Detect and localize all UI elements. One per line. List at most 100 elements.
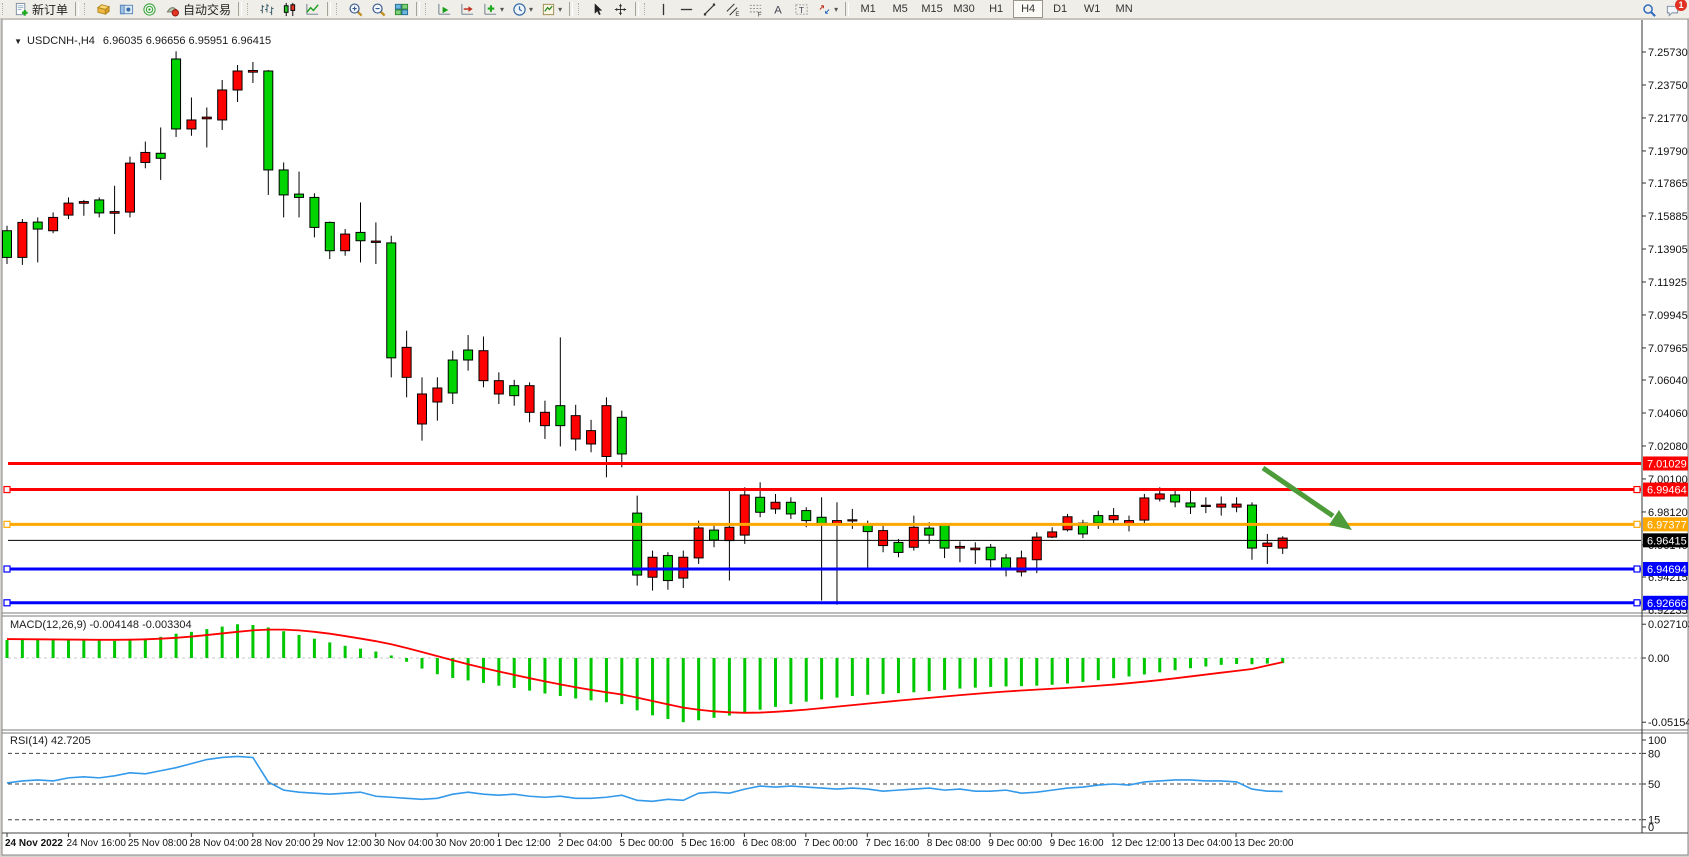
candle-body: [478, 350, 489, 382]
svg-text:A: A: [774, 4, 782, 16]
candle-body: [32, 221, 43, 230]
autotrading-button[interactable]: 自动交易: [162, 0, 234, 18]
macd-histogram-bar: [451, 658, 455, 678]
line-chart-button[interactable]: [302, 0, 323, 18]
candle-body: [1277, 537, 1288, 549]
price-axis-label: 7.06040: [1648, 375, 1688, 387]
timeframe-m30-button[interactable]: M30: [953, 3, 975, 15]
macd-histogram-bar: [1081, 658, 1085, 682]
auto-scroll-button[interactable]: [434, 0, 455, 18]
price-axis-label: 7.02080: [1648, 441, 1688, 453]
candle-body: [48, 216, 59, 232]
candle-body: [801, 510, 812, 522]
line-handle[interactable]: [1633, 599, 1641, 607]
macd-histogram-bar: [712, 658, 716, 718]
timeframe-h1-button[interactable]: H1: [989, 3, 1004, 15]
macd-histogram-bar: [1112, 658, 1116, 679]
price-tag-box: [1643, 562, 1688, 577]
trend-arrow-annotation[interactable]: [1261, 465, 1352, 530]
timeframe-w1-button[interactable]: W1: [1083, 3, 1101, 15]
navigator-button[interactable]: [116, 0, 137, 18]
macd-histogram-bar: [574, 658, 578, 699]
line-handle[interactable]: [1633, 520, 1641, 528]
line-handle[interactable]: [1633, 565, 1641, 573]
macd-histogram-bar: [743, 658, 747, 713]
trendline-button[interactable]: [699, 0, 720, 18]
timeframe-m15-button[interactable]: M15: [921, 3, 943, 15]
price-tag-label: 6.92666: [1647, 598, 1687, 610]
macd-histogram-bar: [251, 624, 255, 658]
chart-shift-button[interactable]: [457, 0, 478, 18]
macd-indicator-label: MACD(12,26,9) -0.004148 -0.003304: [10, 619, 192, 631]
text-button[interactable]: A: [768, 0, 789, 18]
vertical-line-button[interactable]: [653, 0, 674, 18]
timeframe-d1-button[interactable]: D1: [1053, 3, 1068, 15]
text-label-button[interactable]: T: [791, 0, 812, 18]
macd-histogram-bar: [51, 639, 55, 658]
candle-body: [340, 233, 351, 252]
channel-button[interactable]: E: [722, 0, 743, 18]
zoom-out-button[interactable]: [368, 0, 389, 18]
toolbar-group: ▾ ▾ ▾: [423, 0, 566, 18]
price-tag: 6.99464: [1643, 482, 1688, 497]
timeframe-h4-button[interactable]: H4: [1013, 0, 1044, 18]
timeframe-m5-button[interactable]: M5: [892, 3, 908, 15]
price-axis-label: 7.21770: [1648, 113, 1688, 125]
time-axis[interactable]: 24 Nov 2022 24 Nov 16:00 25 Nov 08:00 28 No…: [5, 833, 1294, 849]
market-watch-button[interactable]: [93, 0, 114, 18]
fibonacci-button[interactable]: F: [745, 0, 766, 18]
price-tag-box: [1643, 517, 1688, 532]
price-axis[interactable]: 7.25730 7.23750 7.21770 7.19790 7.17865 7.158…: [1641, 20, 1689, 834]
candle-body: [616, 416, 627, 455]
candlestick-chart-button[interactable]: [279, 0, 300, 18]
zoom-in-button[interactable]: [345, 0, 366, 18]
hline-objects: [3, 461, 1641, 607]
macd-histogram-bar: [1250, 658, 1254, 665]
crosshair-button[interactable]: [610, 0, 631, 18]
candle-body: [1139, 497, 1150, 521]
line-handle[interactable]: [3, 565, 11, 573]
data-window-button[interactable]: [139, 0, 160, 18]
indicators-button[interactable]: ▾: [480, 0, 507, 18]
macd-histogram-bar: [174, 633, 178, 658]
timeframe-mn-button[interactable]: MN: [1115, 3, 1133, 15]
cursor-button[interactable]: [587, 0, 608, 18]
macd-histogram-bar: [20, 639, 24, 658]
candle-body: [171, 58, 182, 130]
periods-button[interactable]: ▾: [509, 0, 536, 18]
candle-body: [63, 202, 74, 216]
line-handle[interactable]: [1633, 485, 1641, 494]
templates-button[interactable]: ▾: [538, 0, 565, 18]
macd-scale-label: 0.027103: [1648, 619, 1689, 631]
chart-ohlc-values: 6.96035 6.96656 6.95951 6.96415: [102, 35, 272, 47]
periods-icon: [512, 2, 527, 17]
line-handle[interactable]: [3, 485, 11, 494]
candle-body: [140, 151, 151, 163]
tile-windows-button[interactable]: [391, 0, 412, 18]
time-axis-label: 12 Dec 12:00: [1111, 838, 1171, 849]
macd-histogram-bar: [113, 640, 117, 658]
horizontal-line-button[interactable]: [676, 0, 697, 18]
line-handle[interactable]: [3, 520, 11, 528]
price-tag-label: 6.97377: [1647, 519, 1687, 531]
price-tag: 6.97377: [1643, 517, 1688, 532]
chat-button[interactable]: 1: [1662, 0, 1687, 19]
chart-dropdown-icon[interactable]: ▼: [14, 37, 23, 46]
arrows-button[interactable]: ▾: [814, 0, 841, 18]
chevron-down-icon[interactable]: ▾: [500, 4, 505, 14]
vertical-line-icon: [656, 2, 671, 17]
macd-histogram-bar: [5, 639, 9, 658]
new-order-button-label: 新订单: [32, 2, 69, 17]
bar-chart-button[interactable]: [256, 0, 277, 18]
chevron-down-icon[interactable]: ▾: [529, 4, 534, 14]
chevron-down-icon[interactable]: ▾: [834, 4, 839, 14]
trendline-icon: [702, 2, 717, 17]
timeframe-m1-button[interactable]: M1: [860, 3, 876, 15]
macd-histogram-bar: [651, 658, 655, 716]
new-order-button[interactable]: 新订单: [11, 0, 71, 18]
line-handle[interactable]: [3, 599, 11, 607]
search-button[interactable]: [1639, 1, 1660, 19]
time-axis-label: 9 Dec 16:00: [1050, 838, 1104, 849]
chevron-down-icon[interactable]: ▾: [558, 4, 563, 14]
